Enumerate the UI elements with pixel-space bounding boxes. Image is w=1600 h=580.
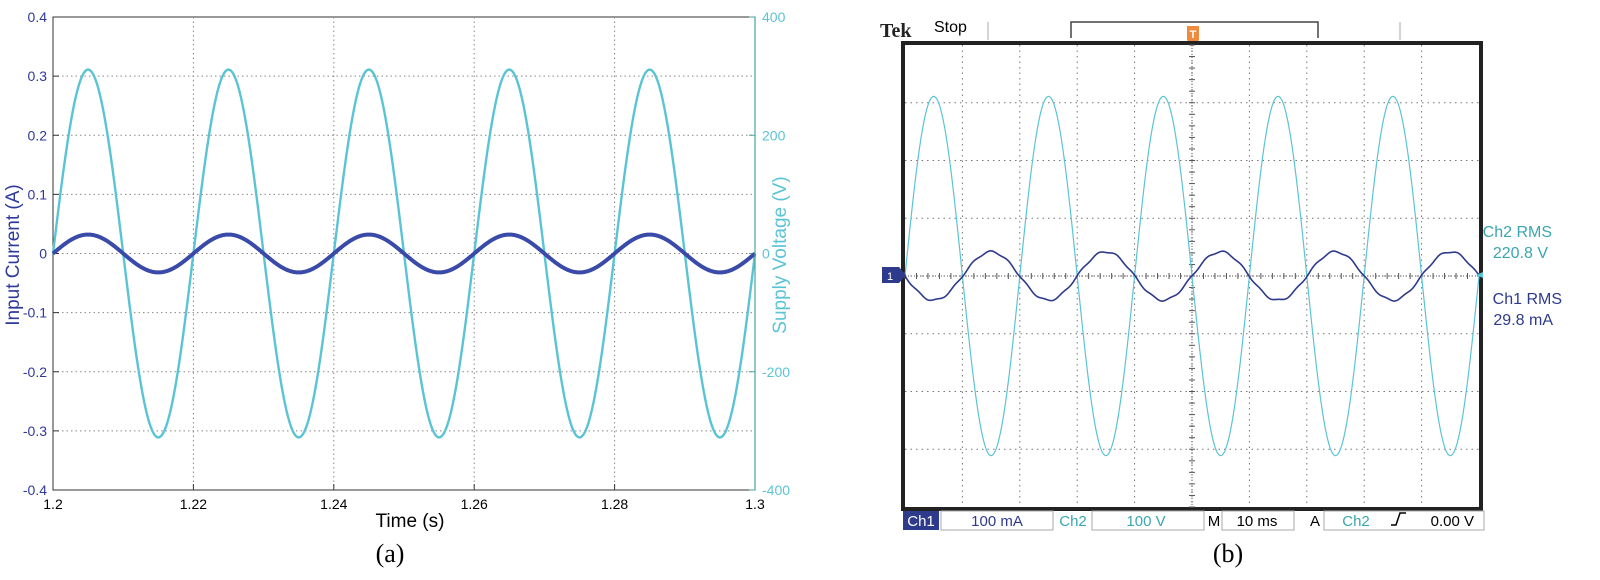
ch1-label-box	[903, 511, 939, 530]
series-input-current	[51, 232, 757, 275]
ch1-ground-marker: 1	[882, 267, 906, 283]
ch2-label: Ch2	[1059, 513, 1087, 530]
scope-b: Tek Stop T T 1 Ch2 RMS 220.8 V Ch1 RMS 2…	[880, 19, 1562, 568]
chart-a-y-left-tick-label: 0.3	[28, 68, 48, 84]
chart-a-y-right-tick-label: 400	[762, 9, 786, 25]
chart-a-y-left-tick-label: -0.1	[23, 305, 47, 321]
ch1-scale-box	[940, 510, 1054, 531]
chart-a: 1.2 1.22 1.24 1.26 1.28 1.3 0.4 0.3 0.2 0.1 0 -0.1…	[3, 9, 791, 568]
chart-a-x-tick-label: 1.28	[601, 496, 628, 512]
ch2-rms-label: Ch2 RMS	[1483, 224, 1552, 241]
chart-a-x-tick-label: 1.2	[43, 496, 63, 512]
chart-a-ylabel-right: Supply Voltage (V)	[770, 176, 791, 333]
scope-brand: Tek	[880, 20, 912, 42]
chart-a-xlabel: Time (s)	[376, 511, 445, 532]
ch2-scale-box	[1091, 510, 1205, 531]
trigger-level: 0.00 V	[1431, 513, 1474, 530]
chart-a-grid	[53, 17, 755, 490]
chart-a-series	[51, 68, 757, 439]
chart-a-y-right-tick-label: 0	[762, 246, 770, 262]
time-scale-box	[1221, 510, 1295, 531]
chart-a-x-tick-label: 1.22	[180, 496, 207, 512]
series-ch1-current	[904, 250, 1480, 302]
record-bracket	[1070, 21, 1319, 38]
m-label: M	[1208, 513, 1221, 530]
chart-a-y-right-ticks: 400 200 0 -200 -400	[749, 9, 790, 498]
caption-a: (a)	[376, 539, 405, 568]
ch2-ground-marker	[1476, 272, 1483, 278]
chart-a-y-left-tick-label: 0.1	[28, 186, 48, 202]
chart-a-y-left-tick-label: -0.3	[23, 423, 47, 439]
ch2-rms-value: 220.8 V	[1493, 245, 1548, 262]
chart-a-y-left-ticks: 0.4 0.3 0.2 0.1 0 -0.1 -0.2 -0.3 -0.4	[23, 9, 59, 498]
chart-a-x-tick-label: 1.24	[320, 496, 347, 512]
trigger-box	[1323, 510, 1485, 531]
svg-text:1: 1	[887, 271, 893, 283]
ch1-rms-value: 29.8 mA	[1493, 312, 1553, 329]
chart-a-y-right-tick-label: -200	[762, 364, 790, 380]
rising-edge-icon	[1391, 512, 1406, 526]
chart-a-y-left-tick-label: 0.2	[28, 127, 48, 143]
chart-a-y-left-tick-label: 0.4	[28, 9, 48, 25]
chart-a-x-ticks: 1.2 1.22 1.24 1.26 1.28 1.3	[43, 484, 765, 512]
chart-a-y-right-tick-label: 200	[762, 127, 786, 143]
chart-a-y-left-tick-label: -0.2	[23, 364, 47, 380]
svg-text:T: T	[1190, 29, 1197, 41]
ch2-scale: 100 V	[1126, 513, 1165, 530]
scope-series	[904, 95, 1480, 457]
chart-a-ylabel-left: Input Current (A)	[3, 184, 24, 326]
scope-status: Stop	[934, 19, 967, 36]
scope-bottom-bar: Ch1 100 mA Ch2 100 V M 10 ms A Ch2 0.00 …	[903, 510, 1485, 531]
caption-b: (b)	[1213, 539, 1243, 568]
chart-a-x-tick-label: 1.26	[461, 496, 488, 512]
chart-a-y-left-tick-label: -0.4	[23, 482, 47, 498]
trigger-source: Ch2	[1342, 513, 1370, 530]
ch1-scale: 100 mA	[971, 513, 1023, 530]
chart-a-y-left-tick-label: 0	[39, 246, 47, 262]
chart-a-x-tick-label: 1.3	[745, 496, 765, 512]
chart-a-y-right-tick-label: -400	[762, 482, 790, 498]
ch1-rms-label: Ch1 RMS	[1493, 291, 1562, 308]
ch1-label: Ch1	[907, 513, 935, 530]
a-label: A	[1310, 513, 1320, 530]
time-scale: 10 ms	[1237, 513, 1278, 530]
